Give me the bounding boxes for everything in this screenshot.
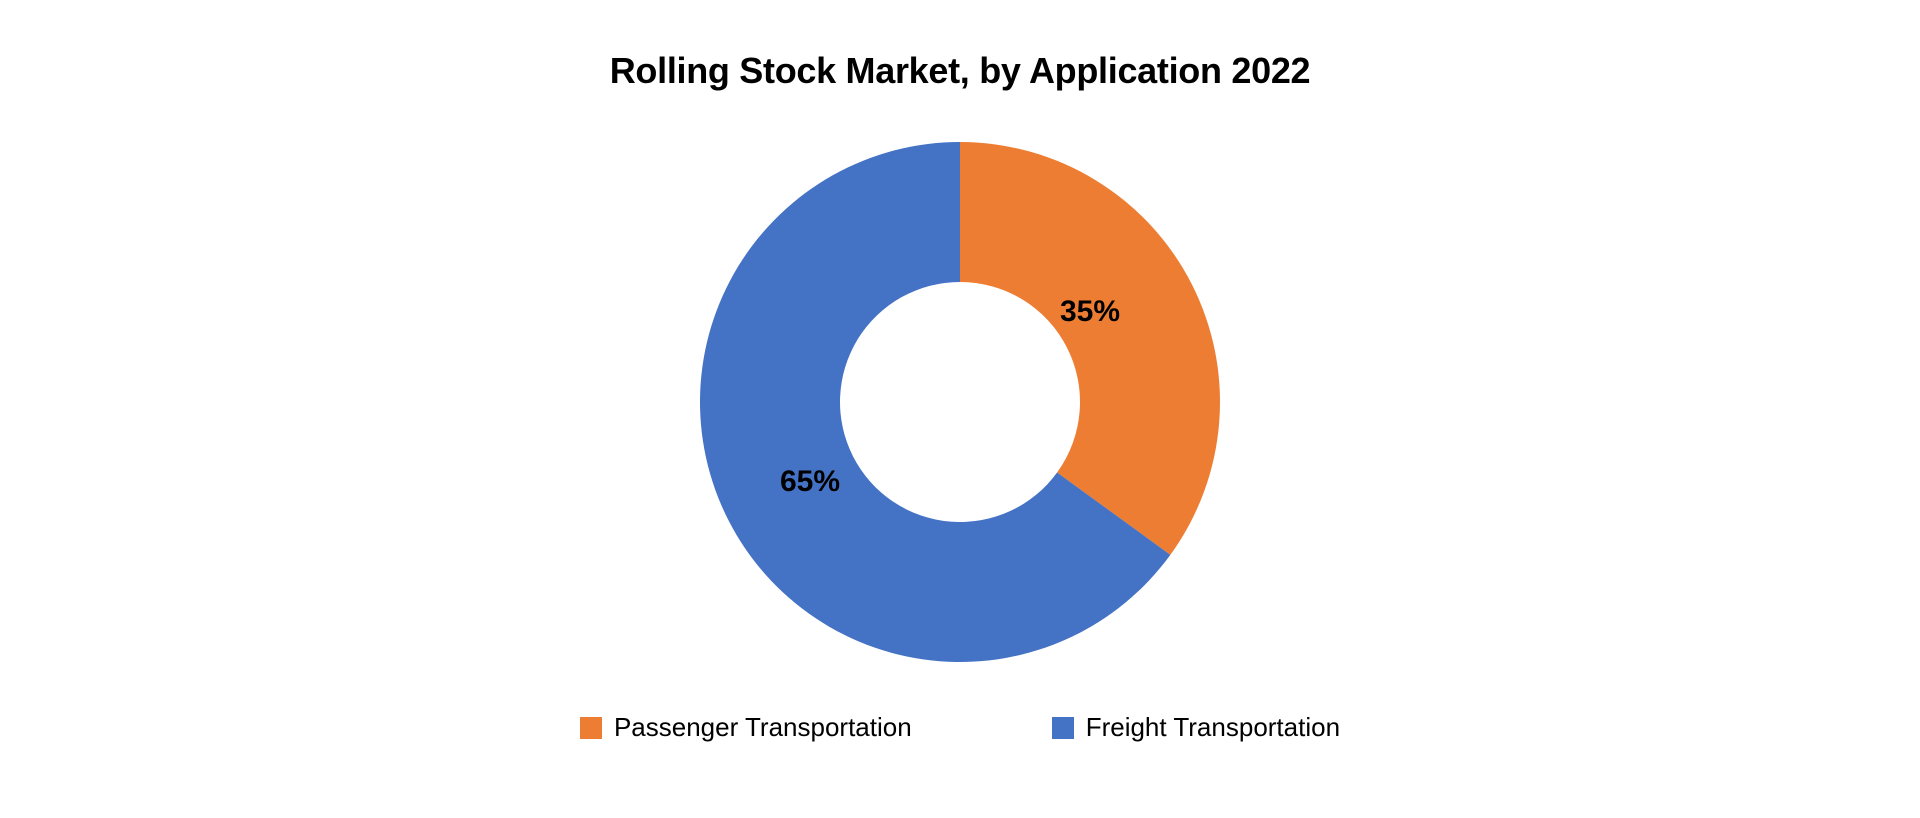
slice-label-0: 35% (1060, 295, 1120, 329)
donut-slice-0 (960, 142, 1220, 555)
donut-svg (690, 132, 1230, 672)
slice-label-1: 65% (780, 465, 840, 499)
chart-legend: Passenger Transportation Freight Transpor… (580, 712, 1340, 743)
legend-label-1: Freight Transportation (1086, 712, 1340, 743)
donut-wrap: 35% 65% (690, 132, 1230, 672)
legend-item-0: Passenger Transportation (580, 712, 912, 743)
chart-title: Rolling Stock Market, by Application 202… (610, 50, 1311, 92)
legend-label-0: Passenger Transportation (614, 712, 912, 743)
legend-swatch-1 (1052, 717, 1074, 739)
legend-swatch-0 (580, 717, 602, 739)
legend-item-1: Freight Transportation (1052, 712, 1340, 743)
donut-chart: Rolling Stock Market, by Application 202… (0, 0, 1920, 818)
